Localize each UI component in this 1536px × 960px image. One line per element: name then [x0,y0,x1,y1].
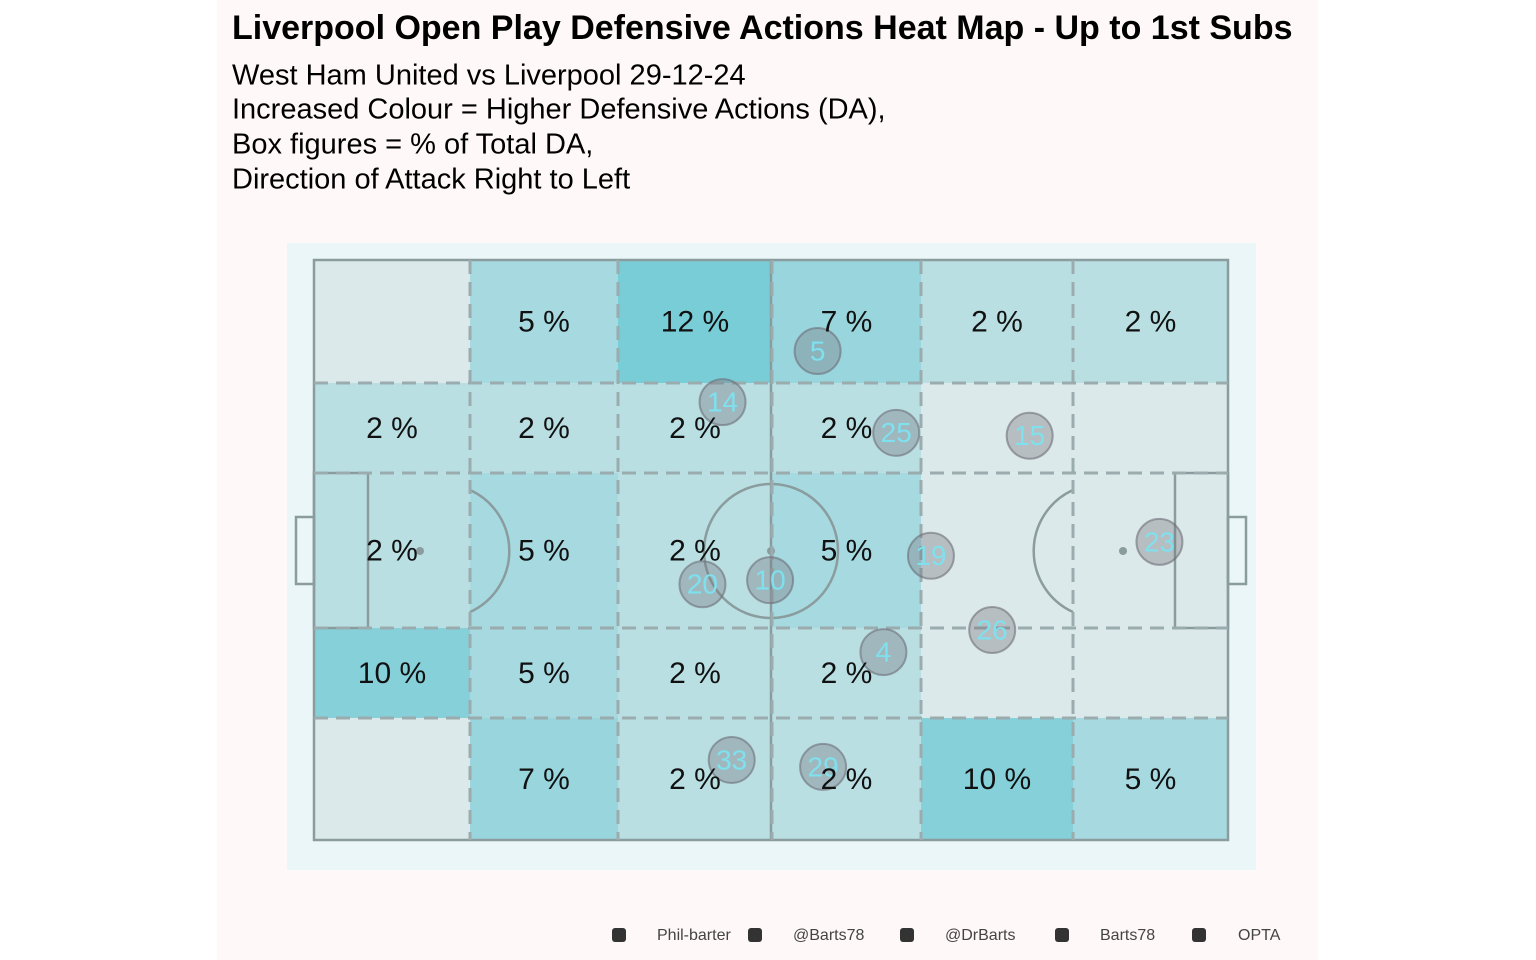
heat-cell [470,628,618,718]
player-marker [859,628,908,677]
chart-title: Liverpool Open Play Defensive Actions He… [232,9,1293,47]
cell-label: 2 % [669,763,721,796]
heat-cell [618,718,772,840]
player-marker [698,378,747,427]
cell-label: 5 % [821,534,873,567]
heat-cell [618,473,772,628]
player-marker [707,735,756,784]
credit-text: Phil-barter [657,927,731,944]
cell-label: 2 % [669,534,721,567]
heat-cell [314,383,470,473]
player-marker [678,560,727,609]
player-marker [906,531,955,580]
cell-label: 7 % [821,305,873,338]
player-label: 14 [707,386,738,417]
credit-icon [1055,928,1069,942]
cell-label: 2 % [1125,305,1177,338]
credit-icon [748,928,762,942]
player-marker [799,742,848,791]
heat-cell [772,718,921,840]
subtitle: Increased Colour = Higher Defensive Acti… [232,94,886,126]
heat-cell [1073,718,1228,840]
credit-text: Barts78 [1100,927,1155,944]
player-label: 20 [687,569,718,600]
player-marker [872,408,921,457]
subtitle: West Ham United vs Liverpool 29-12-24 [232,60,746,92]
heat-cell [772,383,921,473]
player-marker [793,327,842,376]
player-marker [968,606,1017,655]
player-marker [1005,411,1054,460]
cell-label: 5 % [518,657,570,690]
zone-lines [314,260,1228,840]
cell-label: 5 % [518,534,570,567]
cell-label: 2 % [669,412,721,445]
player-label: 26 [977,614,1008,645]
heat-cell [921,260,1073,383]
heat-cell [1073,260,1228,383]
heat-cell [314,628,470,718]
player-label: 23 [1144,526,1175,557]
heat-cell [618,260,772,383]
credit-text: OPTA [1238,927,1281,944]
heat-cell [314,473,470,628]
player-label: 25 [881,417,912,448]
cell-label: 2 % [971,305,1023,338]
credit-icon [612,928,626,942]
heat-cell [618,383,772,473]
cell-label: 10 % [358,657,426,690]
cell-label: 10 % [963,763,1031,796]
cell-label: 5 % [518,305,570,338]
credit-text: @DrBarts [945,927,1015,944]
heat-cell [772,473,921,628]
heat-cell [470,473,618,628]
cell-label: 2 % [821,412,873,445]
player-marker [1135,517,1184,566]
player-label: 5 [810,335,826,366]
subtitle: Direction of Attack Right to Left [232,164,630,196]
cell-label: 2 % [366,412,418,445]
player-label: 29 [808,751,839,782]
cell-label: 2 % [669,657,721,690]
player-label: 33 [716,744,747,775]
cell-label: 2 % [518,412,570,445]
cell-label: 2 % [366,534,418,567]
player-label: 10 [755,565,786,596]
credit-icon [900,928,914,942]
player-label: 19 [915,540,946,571]
credit-icon [1192,928,1206,942]
cell-label: 2 % [821,657,873,690]
credit-text: @Barts78 [793,927,864,944]
heat-cell [470,718,618,840]
cell-label: 7 % [518,763,570,796]
player-marker [746,556,795,605]
cell-label: 2 % [821,763,873,796]
heat-cell [470,383,618,473]
heat-cell [772,628,921,718]
player-label: 4 [876,636,892,667]
player-label: 15 [1014,420,1045,451]
heat-cell [470,260,618,383]
cell-label: 12 % [661,305,729,338]
cell-label: 5 % [1125,763,1177,796]
heat-cell [921,718,1073,840]
subtitle: Box figures = % of Total DA, [232,129,593,161]
heat-cell [618,628,772,718]
